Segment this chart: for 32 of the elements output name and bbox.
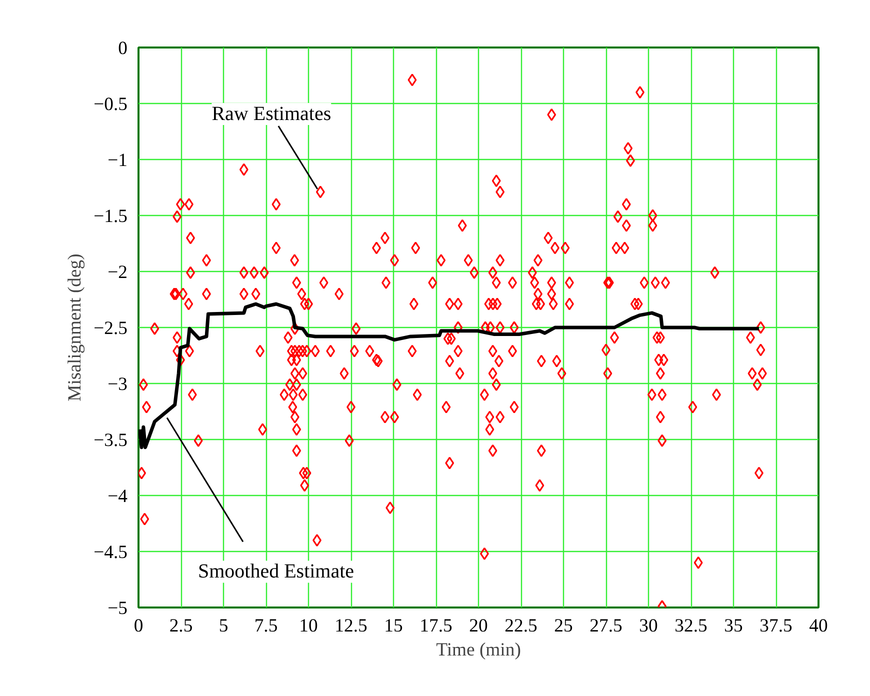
y-tick-label: −3 [108,374,128,395]
y-tick-label: −4 [108,486,128,507]
x-tick-label: 32.5 [674,616,708,636]
y-tick-label: −3.5 [94,430,128,451]
x-tick-label: 5 [218,616,228,636]
y-tick-label: −1 [108,150,128,171]
x-tick-label: 20 [469,616,488,636]
y-tick-label: −2 [108,262,128,283]
x-tick-label: 17.5 [420,616,452,636]
x-tick-label: 25 [554,616,573,636]
x-tick-label: 22.5 [504,616,538,636]
x-tick-label: 15 [384,616,403,636]
x-tick-label: 7.5 [254,616,278,636]
annotation: Raw Estimates [212,102,332,125]
x-tick-label: 40 [809,616,828,636]
y-tick-label: −1.5 [94,206,128,227]
y-tick-label: −0.5 [94,94,128,115]
x-tick-label: 37.5 [760,616,792,636]
x-tick-label: 35 [724,616,743,636]
x-tick-label: 12.5 [334,616,368,636]
y-tick-label: −4.5 [94,542,128,563]
x-tick-label: 27.5 [590,616,622,636]
x-tick-label: 10 [299,616,318,636]
x-tick-label: 0 [134,616,144,636]
y-tick-label: 0 [118,38,128,59]
y-tick-label: −2.5 [94,318,128,339]
y-tick-label: −5 [108,598,128,619]
annotation: Smoothed Estimate [198,560,354,583]
x-tick-label: 2.5 [169,616,193,636]
x-tick-label: 30 [639,616,658,636]
x-axis-title: Time (min) [436,640,521,660]
y-axis-title: Misalignment (deg) [64,254,86,402]
